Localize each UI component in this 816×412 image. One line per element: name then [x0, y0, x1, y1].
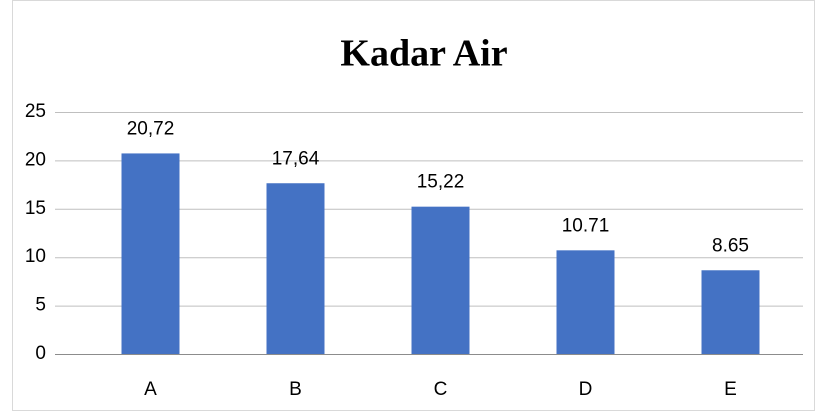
y-tick-label: 20 [25, 149, 46, 170]
y-tick-label: 5 [35, 295, 46, 316]
y-tick-label: 0 [35, 343, 46, 364]
data-label: 10.71 [562, 215, 610, 236]
y-tick-label: 15 [25, 198, 46, 219]
data-label: 20,72 [127, 118, 175, 139]
chart-title: Kadar Air [340, 33, 507, 75]
bar [556, 250, 615, 354]
x-tick-label: C [434, 379, 448, 400]
x-tick-label: B [289, 379, 302, 400]
bar [266, 183, 325, 354]
data-label: 8.65 [712, 235, 749, 256]
x-tick-label: E [724, 379, 737, 400]
y-tick-label: 25 [25, 101, 46, 122]
bar [701, 270, 760, 354]
data-label: 17,64 [272, 148, 320, 169]
x-tick-label: A [144, 379, 157, 400]
bar [121, 153, 180, 354]
data-label: 15,22 [417, 172, 465, 193]
bar [411, 206, 470, 354]
y-tick-label: 10 [25, 246, 46, 267]
x-tick-label: D [579, 379, 593, 400]
